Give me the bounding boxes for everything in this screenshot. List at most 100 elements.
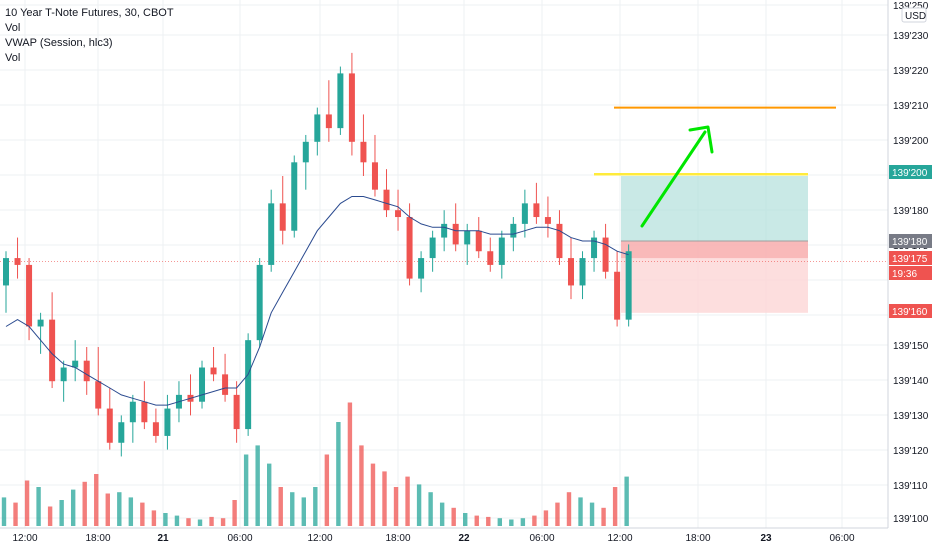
y-tick-label: 139'100 — [893, 514, 929, 525]
candle-body — [452, 223, 459, 245]
candle-body — [475, 230, 482, 252]
volume-bar — [36, 487, 41, 526]
volume-bar — [220, 518, 226, 526]
x-tick-label: 12:00 — [307, 533, 332, 544]
candle-body — [429, 237, 436, 259]
volume-bar — [336, 422, 341, 526]
volume-bar — [24, 480, 30, 526]
volume-bar — [428, 492, 433, 526]
candle-body — [164, 408, 171, 436]
volume-bar — [140, 502, 145, 526]
volume-indicator-label-2[interactable]: Vol — [5, 52, 21, 64]
y-tick-label: 139'120 — [893, 446, 929, 457]
volume-bar — [186, 518, 191, 526]
volume-bar — [324, 454, 330, 526]
volume-indicator-label[interactable]: Vol — [5, 22, 21, 34]
volume-bar — [290, 492, 295, 526]
price-tag-label: 139'200 — [892, 168, 928, 179]
volume-bar — [278, 487, 283, 526]
candle-body — [210, 367, 217, 375]
y-tick-label: 139'180 — [893, 206, 929, 217]
x-tick-label: 23 — [760, 533, 772, 544]
y-tick-label: 139'200 — [893, 136, 929, 147]
y-tick-label: 139'250 — [893, 1, 929, 12]
y-tick-label: 139'220 — [893, 66, 929, 77]
volume-bar — [105, 493, 110, 526]
candle-body — [337, 73, 344, 129]
x-tick-label: 06:00 — [529, 533, 554, 544]
volume-bar — [463, 513, 468, 526]
price-tag-label: 139'180 — [892, 237, 928, 248]
candle-body — [291, 162, 298, 231]
candle-body — [37, 319, 44, 327]
candle-body — [279, 203, 286, 231]
volume-bar — [497, 518, 503, 526]
volume-bar — [13, 502, 18, 526]
volume-bar — [486, 516, 491, 526]
volume-bar — [70, 489, 76, 526]
volume-bar — [359, 445, 364, 526]
candle-body — [106, 408, 113, 443]
price-tag-label: 19:36 — [892, 269, 917, 280]
price-tag-label: 139'160 — [892, 307, 928, 318]
volume-bar — [47, 506, 53, 526]
candle-body — [544, 217, 551, 224]
x-tick-label: 22 — [458, 533, 470, 544]
y-tick-label: 139'230 — [893, 31, 929, 42]
y-tick-label: 139'210 — [893, 101, 929, 112]
vwap-indicator-label[interactable]: VWAP (Session, hlc3) — [5, 37, 113, 49]
volume-bar — [174, 515, 180, 526]
candle-body — [325, 114, 332, 129]
volume-bar — [589, 502, 595, 526]
volume-bar — [59, 500, 64, 526]
volume-bar — [313, 487, 318, 526]
candle-body — [141, 401, 148, 423]
volume-bar — [347, 402, 353, 526]
candle-body — [498, 237, 505, 265]
candle-body — [129, 401, 136, 423]
candle-body — [268, 203, 275, 265]
volume-bar — [1, 497, 7, 526]
volume-bar — [370, 463, 376, 526]
price-tag — [889, 304, 932, 318]
x-tick-label: 12:00 — [607, 533, 632, 544]
x-tick-label: 12:00 — [12, 533, 37, 544]
volume-bar — [474, 515, 479, 526]
candle-body — [118, 422, 125, 443]
x-tick-label: 06:00 — [829, 533, 854, 544]
volume-bar — [520, 518, 526, 526]
candle-body — [60, 367, 67, 382]
candle-body — [371, 162, 378, 190]
volume-bar — [555, 502, 560, 526]
volume-bar — [232, 500, 237, 526]
candle-body — [591, 237, 598, 259]
candle-body — [533, 203, 540, 218]
candle-body — [314, 114, 321, 142]
profit-zone — [621, 176, 808, 241]
candle-body — [152, 422, 159, 436]
candle-body — [14, 258, 21, 265]
y-tick-label: 139'150 — [893, 341, 929, 352]
candle-body — [556, 223, 563, 259]
candle-body — [302, 141, 309, 163]
candle-body — [567, 258, 574, 286]
price-tag-label: 139'175 — [892, 254, 928, 265]
candle-body — [72, 360, 79, 368]
candle-body — [256, 264, 263, 341]
volume-bar — [601, 507, 606, 526]
candle-body — [83, 360, 90, 382]
volume-bar — [612, 487, 618, 526]
y-tick-label: 139'130 — [893, 411, 929, 422]
volume-bar — [266, 463, 272, 526]
vwap-line — [5, 196, 629, 406]
y-tick-label: 139'140 — [893, 376, 929, 387]
symbol-title[interactable]: 10 Year T-Note Futures, 30, CBOT — [5, 7, 174, 19]
price-tag — [889, 234, 932, 248]
volume-bar — [301, 497, 306, 526]
y-tick-label: 139'110 — [893, 481, 928, 492]
candle-body — [49, 319, 56, 382]
candle-body — [521, 203, 528, 224]
candle-body — [602, 237, 609, 272]
candle-body — [441, 223, 448, 238]
